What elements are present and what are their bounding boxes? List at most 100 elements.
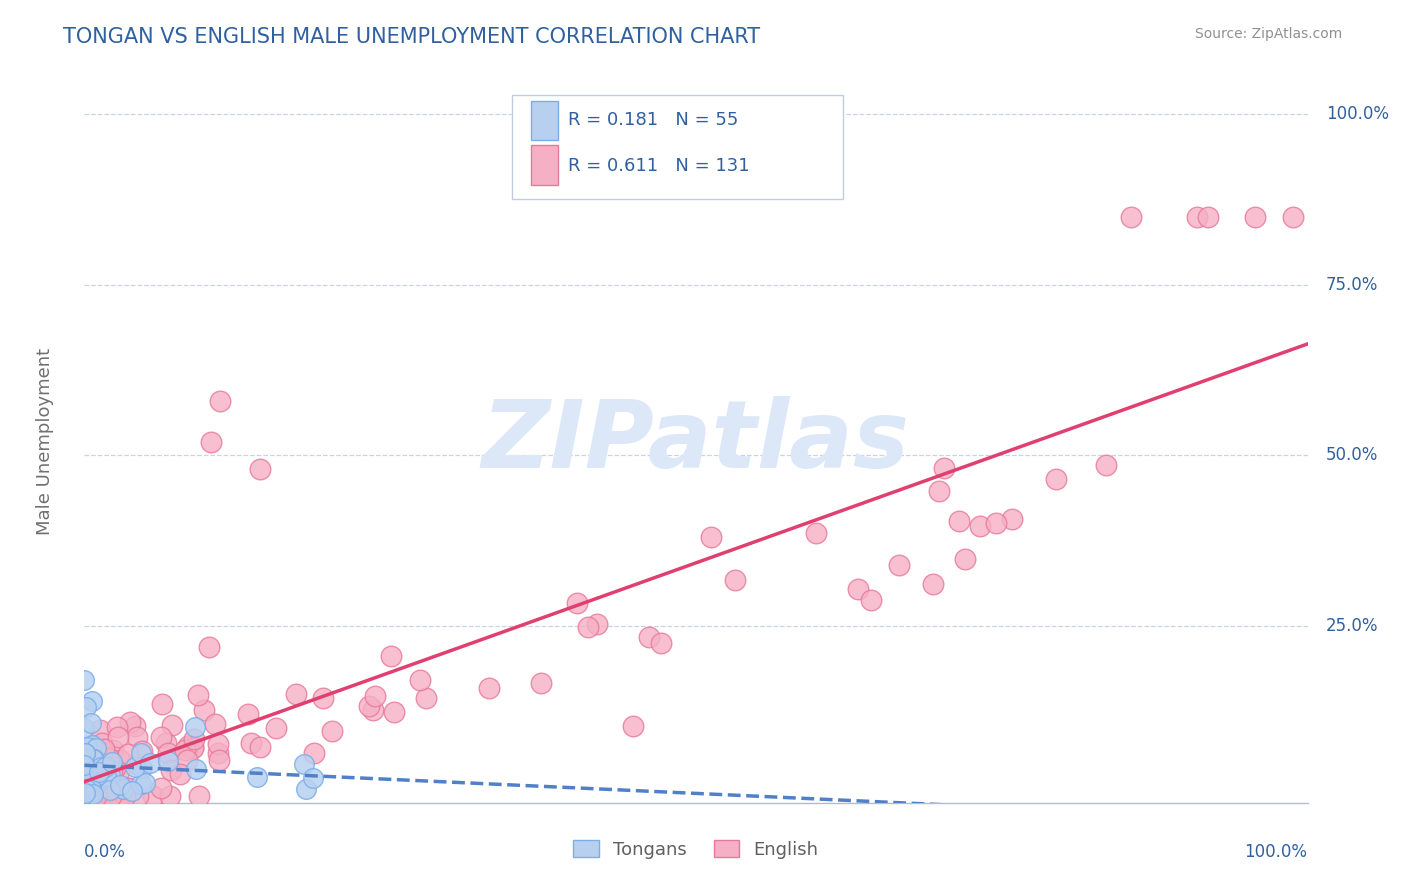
Point [76,751,98,765]
Point [249,740,271,755]
Point [101,743,124,757]
Point [90,760,112,774]
Text: Male Unemployment: Male Unemployment [37,348,55,535]
Point [77,770,100,784]
Point [928,483,950,498]
Point [159,789,181,803]
Point [129,746,152,760]
Point [204,717,226,731]
Point [948,514,970,528]
Point [415,691,437,706]
Point [75,781,97,796]
Point [380,648,402,663]
Text: Source: ZipAtlas.com: Source: ZipAtlas.com [1195,27,1343,41]
Point [142,789,165,803]
Point [100,789,122,803]
Point [183,731,205,746]
Point [162,717,184,731]
Point [73,746,96,760]
Point [134,776,156,790]
Point [75,700,97,714]
Point [100,759,122,773]
Point [578,620,600,634]
Point [650,636,672,650]
Point [94,789,117,803]
Text: 75.0%: 75.0% [1326,276,1378,293]
Point [98,754,121,768]
Point [77,789,100,803]
Point [118,714,141,729]
Point [107,730,129,744]
Point [131,777,153,791]
Point [969,519,991,533]
Point [80,789,103,803]
Bar [531,101,558,140]
Point [638,630,661,644]
Point [84,741,107,756]
Point [104,761,127,775]
Point [207,737,229,751]
Point [101,764,124,778]
Point [84,778,107,792]
Point [77,789,100,803]
Point [77,775,100,789]
Point [77,781,100,796]
Point [478,681,501,696]
Point [75,780,97,794]
Point [321,723,343,738]
Point [77,759,100,773]
Point [181,740,204,755]
Point [79,784,101,798]
Point [207,746,229,760]
Point [131,761,153,775]
Point [181,741,204,756]
Text: 100.0%: 100.0% [1244,843,1308,861]
Point [408,673,430,687]
Text: 50.0%: 50.0% [1326,446,1378,464]
Point [1185,210,1208,224]
Point [246,770,269,784]
Point [75,764,97,778]
Point [530,676,553,690]
Point [139,756,162,770]
Point [301,772,323,786]
Point [294,781,316,796]
Point [565,596,588,610]
Point [107,764,129,778]
Point [125,731,148,745]
Point [184,720,207,734]
Point [1197,210,1219,224]
Point [361,703,384,717]
Point [73,786,96,800]
Point [80,789,103,803]
Point [75,771,97,785]
Point [986,516,1008,531]
Point [75,789,97,803]
Point [108,789,131,803]
Point [264,722,287,736]
Point [160,763,183,777]
Point [100,768,122,782]
Point [90,789,112,803]
Text: 0.0%: 0.0% [84,843,127,861]
Point [94,759,117,773]
Point [82,693,104,707]
Point [77,782,100,797]
Point [93,760,115,774]
Text: R = 0.611   N = 131: R = 0.611 N = 131 [568,156,749,175]
Point [80,789,103,803]
Point [700,530,723,544]
Point [149,730,172,744]
Point [98,751,121,765]
Point [955,552,977,566]
Point [585,616,607,631]
Point [117,780,139,795]
Point [208,752,231,766]
Point [89,723,111,738]
Legend: Tongans, English: Tongans, English [567,833,825,866]
Text: 25.0%: 25.0% [1326,616,1378,634]
Point [79,780,101,795]
Point [114,789,136,803]
Point [80,739,103,753]
Point [98,772,121,787]
